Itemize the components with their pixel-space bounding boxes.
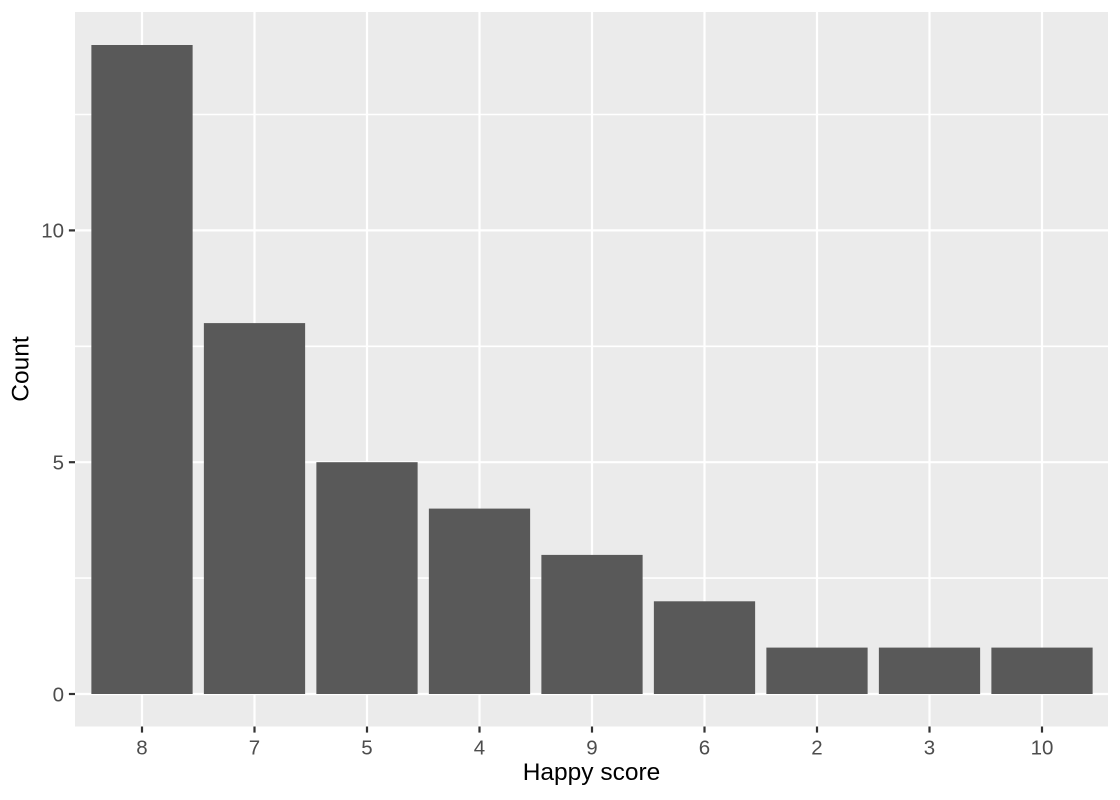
svg-text:5: 5 (53, 452, 64, 475)
svg-text:8: 8 (136, 736, 147, 759)
svg-text:7: 7 (249, 736, 260, 759)
svg-text:4: 4 (474, 736, 485, 759)
svg-text:6: 6 (699, 736, 710, 759)
svg-text:Happy score: Happy score (523, 759, 661, 786)
svg-text:10: 10 (41, 220, 64, 243)
svg-text:3: 3 (924, 736, 935, 759)
svg-text:0: 0 (53, 683, 64, 706)
svg-text:2: 2 (811, 736, 822, 759)
svg-text:Count: Count (8, 336, 35, 402)
svg-text:10: 10 (1031, 736, 1054, 759)
svg-text:9: 9 (586, 736, 597, 759)
svg-text:5: 5 (361, 736, 372, 759)
